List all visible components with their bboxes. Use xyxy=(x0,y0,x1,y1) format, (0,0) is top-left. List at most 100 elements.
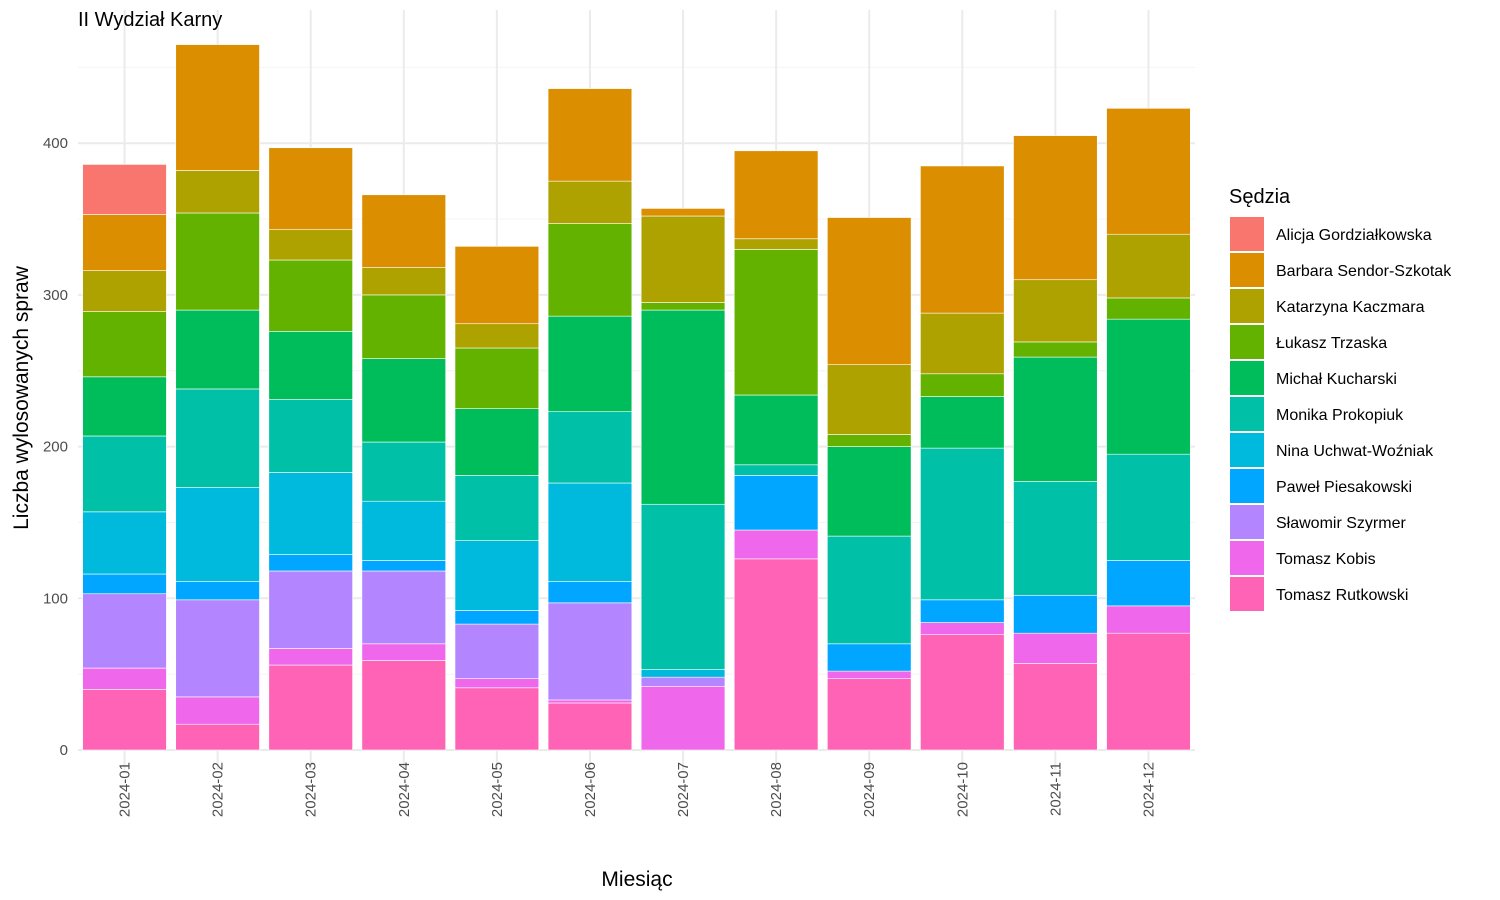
bar-segment xyxy=(82,667,167,690)
bar-segment xyxy=(175,388,260,488)
bar-segment xyxy=(268,648,353,666)
bars xyxy=(82,44,1191,751)
bar-segment xyxy=(827,535,912,645)
bar-segment xyxy=(361,660,446,751)
legend-swatch xyxy=(1230,397,1264,431)
chart-title: II Wydział Karny xyxy=(78,9,222,31)
bar-segment xyxy=(547,315,633,413)
bar-segment xyxy=(640,215,726,303)
bar-segment xyxy=(827,670,912,680)
bar-segment xyxy=(82,311,167,378)
bar-segment xyxy=(361,267,446,296)
bar-segment xyxy=(733,249,819,396)
bar-segment xyxy=(361,294,446,359)
bar-segment xyxy=(175,696,260,725)
bar-segment xyxy=(268,147,353,230)
legend-label: Nina Uchwat-Woźniak xyxy=(1276,443,1434,460)
bar-segment xyxy=(547,411,633,484)
legend-label: Katarzyna Kaczmara xyxy=(1276,299,1425,316)
y-tick-label: 200 xyxy=(43,439,68,456)
bar-segment xyxy=(82,376,167,437)
bar-segment xyxy=(920,622,1005,636)
x-tick-label: 2024-03 xyxy=(303,762,320,817)
legend-title: Sędzia xyxy=(1229,186,1291,208)
bar-segment xyxy=(1106,632,1191,751)
legend-label: Barbara Sendor-Szkotak xyxy=(1276,263,1452,280)
legend-label: Paweł Piesakowski xyxy=(1276,479,1412,496)
bar-segment xyxy=(547,482,633,582)
bar-segment xyxy=(733,475,819,531)
axes: 0 100 200 300 400 2024-01 2024-02 2024-03 2024-0… xyxy=(43,135,1157,817)
y-tick-label: 0 xyxy=(60,742,68,759)
bar-segment xyxy=(268,259,353,332)
y-tick-label: 400 xyxy=(43,135,68,152)
bar-segment xyxy=(268,554,353,572)
bar-segment xyxy=(640,669,726,678)
bar-segment xyxy=(268,570,353,649)
bar-segment xyxy=(175,581,260,601)
bar-segment xyxy=(1013,356,1098,482)
bar-segment xyxy=(175,723,260,751)
x-axis-title: Miesiąc xyxy=(601,868,672,891)
x-tick-label: 2024-04 xyxy=(396,762,413,817)
bar-segment xyxy=(733,238,819,250)
legend-swatch xyxy=(1230,541,1264,575)
bar-segment xyxy=(82,270,167,312)
bar-segment xyxy=(268,472,353,555)
y-axis-title: Liczba wylosowanych spraw xyxy=(10,265,33,530)
bar-segment xyxy=(827,678,912,751)
legend-label: Tomasz Kobis xyxy=(1276,551,1376,568)
bar-segment xyxy=(920,396,1005,449)
bar-segment xyxy=(1106,318,1191,455)
bar-segment xyxy=(82,435,167,513)
bar-segment xyxy=(827,643,912,672)
legend-swatch xyxy=(1230,253,1264,287)
bar-segment xyxy=(175,170,260,214)
bar-segment xyxy=(1106,108,1191,235)
x-tick-label: 2024-06 xyxy=(582,762,599,817)
legend-label: Michał Kucharski xyxy=(1276,371,1397,388)
bar-segment xyxy=(640,503,726,670)
legend-swatch xyxy=(1230,217,1264,251)
bar-segment xyxy=(454,678,540,689)
bar-segment xyxy=(82,164,167,215)
bar-segment xyxy=(268,229,353,261)
bar-segment xyxy=(733,558,819,751)
bar-segment xyxy=(175,309,260,390)
x-tick-label: 2024-05 xyxy=(489,762,506,817)
bar-segment xyxy=(640,208,726,217)
bar-segment xyxy=(82,573,167,595)
x-tick-label: 2024-07 xyxy=(675,762,692,817)
bar-segment xyxy=(361,643,446,661)
legend-swatch xyxy=(1230,577,1264,611)
bar-segment xyxy=(1106,233,1191,299)
legend: Sędzia Alicja Gordziałkowska Barbara Send… xyxy=(1229,186,1452,611)
bar-segment xyxy=(1106,453,1191,561)
bar-segment xyxy=(175,487,260,582)
bar-segment xyxy=(733,150,819,240)
bar-segment xyxy=(920,599,1005,623)
bar-segment xyxy=(175,44,260,171)
bar-segment xyxy=(454,323,540,349)
bar-segment xyxy=(82,593,167,669)
bar-segment xyxy=(920,447,1005,601)
bar-segment xyxy=(920,634,1005,751)
bar-segment xyxy=(640,302,726,311)
bar-segment xyxy=(361,194,446,268)
bar-segment xyxy=(733,394,819,466)
bar-segment xyxy=(1106,297,1191,320)
legend-swatch xyxy=(1230,505,1264,539)
bar-segment xyxy=(640,685,726,751)
bar-segment xyxy=(361,570,446,645)
legend-swatch xyxy=(1230,361,1264,395)
bar-segment xyxy=(1013,341,1098,358)
legend-label: Monika Prokopiuk xyxy=(1276,407,1404,424)
bar-segment xyxy=(361,500,446,561)
bar-segment xyxy=(454,246,540,325)
bar-segment xyxy=(827,434,912,447)
bar-segment xyxy=(1013,632,1098,664)
bar-segment xyxy=(920,165,1005,314)
bar-segment xyxy=(175,212,260,311)
bar-segment xyxy=(454,623,540,680)
